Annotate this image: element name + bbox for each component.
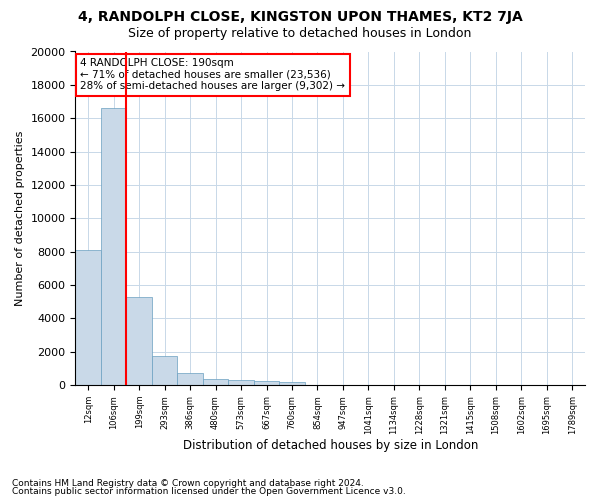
Bar — [101, 108, 127, 385]
Bar — [152, 356, 178, 385]
Bar — [127, 296, 152, 385]
Bar — [203, 380, 228, 385]
Bar — [254, 382, 279, 385]
Y-axis label: Number of detached properties: Number of detached properties — [15, 130, 25, 306]
Bar — [279, 382, 305, 385]
Bar — [228, 380, 254, 385]
Text: 4, RANDOLPH CLOSE, KINGSTON UPON THAMES, KT2 7JA: 4, RANDOLPH CLOSE, KINGSTON UPON THAMES,… — [77, 10, 523, 24]
Bar — [178, 374, 203, 385]
Text: Contains HM Land Registry data © Crown copyright and database right 2024.: Contains HM Land Registry data © Crown c… — [12, 478, 364, 488]
Bar — [76, 250, 101, 385]
Text: 4 RANDOLPH CLOSE: 190sqm
← 71% of detached houses are smaller (23,536)
28% of se: 4 RANDOLPH CLOSE: 190sqm ← 71% of detach… — [80, 58, 346, 92]
Text: Contains public sector information licensed under the Open Government Licence v3: Contains public sector information licen… — [12, 487, 406, 496]
Text: Size of property relative to detached houses in London: Size of property relative to detached ho… — [128, 28, 472, 40]
X-axis label: Distribution of detached houses by size in London: Distribution of detached houses by size … — [182, 440, 478, 452]
